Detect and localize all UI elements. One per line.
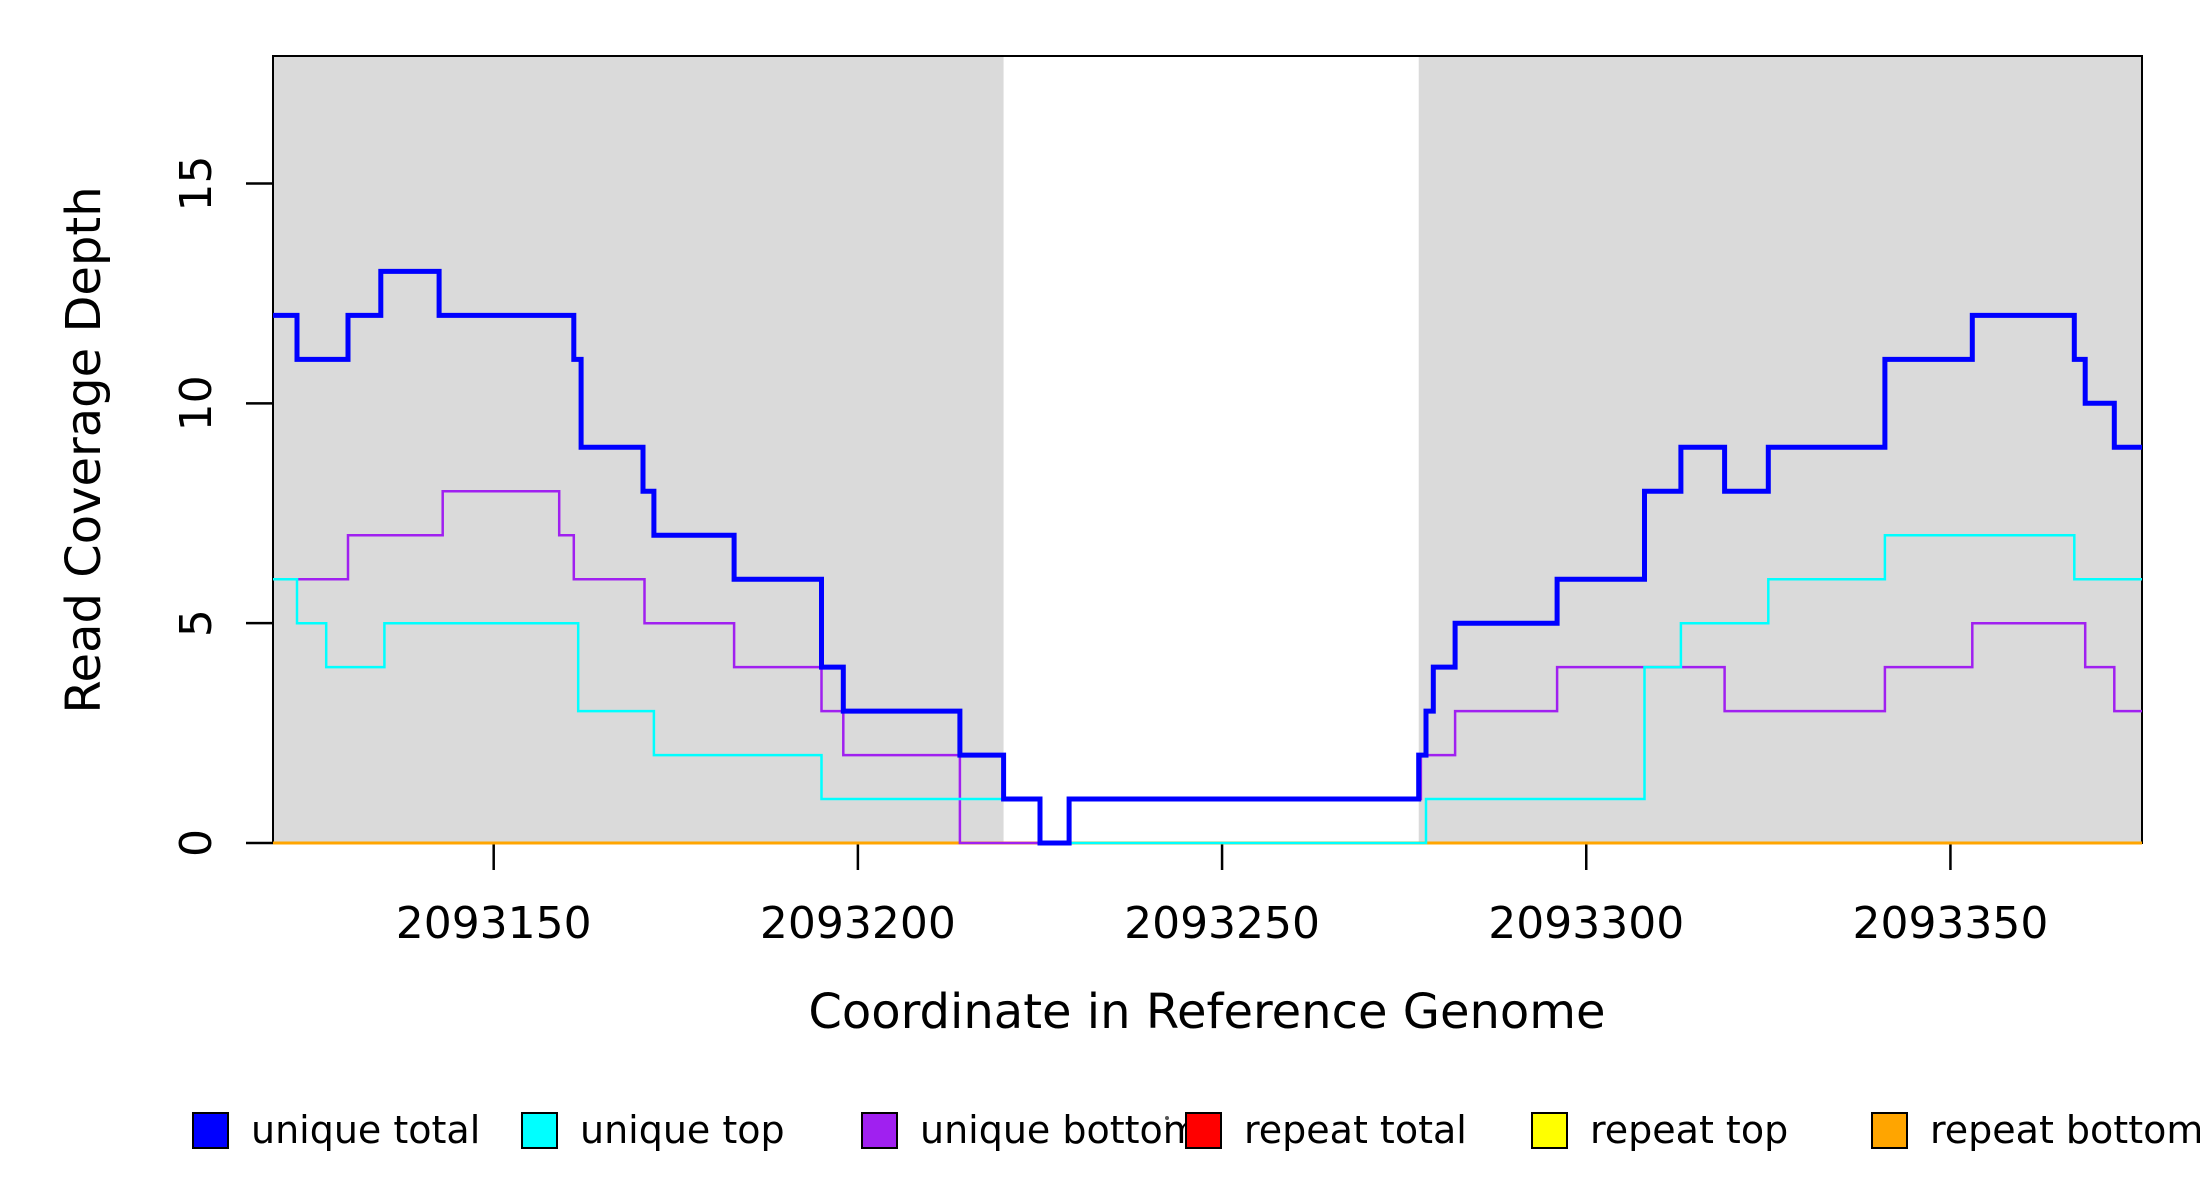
x-tick-label: 2093200 [760,898,956,949]
x-tick-label: 2093300 [1488,898,1684,949]
y-tick-label: 15 [171,156,222,212]
y-tick-label: 10 [171,375,222,431]
y-tick-label: 5 [171,609,222,637]
x-axis-title: Coordinate in Reference Genome [808,984,1606,1040]
stray-dot-artifact [1165,1116,1169,1120]
series-unique-bottom [273,490,2142,845]
x-tick-label: 2093150 [396,898,592,949]
y-axis-title: Read Coverage Depth [56,186,112,714]
x-tick-label: 2093250 [1124,898,1320,949]
y-tick-label: 0 [171,829,222,857]
x-tick-label: 2093350 [1852,898,2048,949]
series-unique-total [273,268,2142,846]
